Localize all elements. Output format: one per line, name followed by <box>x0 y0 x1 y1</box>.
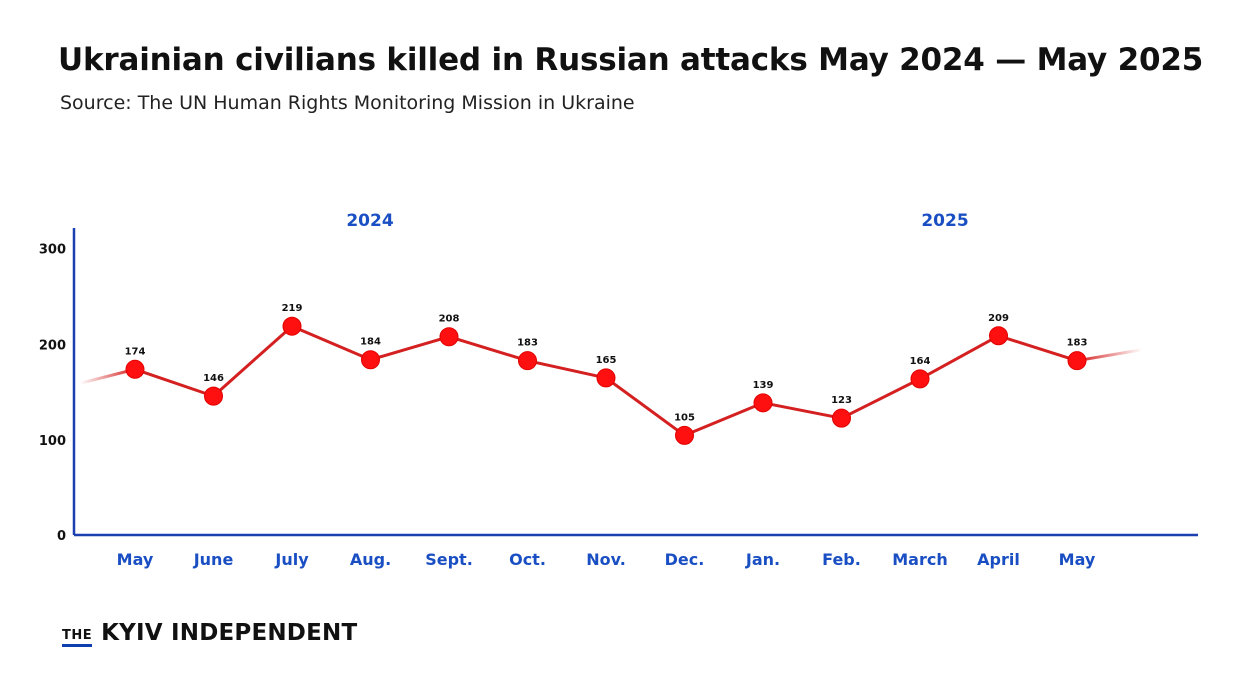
series-line-fade-end <box>1076 348 1143 363</box>
data-point <box>204 386 223 406</box>
axes <box>72 228 1198 548</box>
brand-logo: THE KYIV INDEPENDENT <box>62 618 358 647</box>
x-tick-labels: May June July Aug. Sept. Oct. Nov. Dec. Jan. Feb.… <box>117 550 1096 569</box>
data-label: 219 <box>282 303 303 314</box>
x-tick-label: May <box>117 550 154 569</box>
year-label: 2025 <box>921 211 968 231</box>
data-label: 139 <box>753 380 774 391</box>
data-point <box>675 425 694 445</box>
x-tick-label: March <box>892 550 947 569</box>
data-point <box>125 359 145 379</box>
data-point <box>596 368 616 388</box>
brand-the: THE <box>62 628 93 647</box>
x-tick-label: Jan. <box>745 550 780 569</box>
year-labels: 2024 2025 <box>346 211 968 231</box>
data-label: 123 <box>831 395 852 406</box>
data-labels: 174 146 219 184 208 183 165 105 139 123 164 209 183 <box>125 303 1088 423</box>
data-point <box>910 369 930 389</box>
x-tick-label: Aug. <box>350 550 391 569</box>
data-point <box>518 351 537 371</box>
data-label: 146 <box>203 373 224 384</box>
year-label: 2024 <box>346 211 393 231</box>
x-tick-label: May <box>1059 550 1096 569</box>
data-label: 164 <box>910 356 931 367</box>
y-tick-label: 300 <box>39 243 66 258</box>
x-tick-label: June <box>193 550 234 569</box>
y-tick-label: 0 <box>57 529 66 544</box>
data-label: 183 <box>1067 338 1088 349</box>
x-tick-label: Feb. <box>822 550 861 569</box>
data-label: 183 <box>517 338 538 349</box>
y-tick-label: 100 <box>39 434 66 449</box>
data-point <box>753 393 773 413</box>
data-point <box>282 316 302 336</box>
x-tick-label: Nov. <box>586 550 626 569</box>
x-tick-label: July <box>274 550 309 569</box>
x-tick-label: Sept. <box>425 550 473 569</box>
data-point <box>1067 351 1087 371</box>
data-label: 208 <box>439 314 460 325</box>
x-tick-label: Dec. <box>665 550 705 569</box>
data-point <box>989 326 1008 346</box>
brand-name: KYIV INDEPENDENT <box>101 620 358 646</box>
data-label: 165 <box>596 355 617 366</box>
data-points <box>125 316 1087 445</box>
data-label: 184 <box>360 337 381 348</box>
data-point <box>361 350 380 370</box>
data-label: 105 <box>674 412 695 423</box>
y-tick-label: 200 <box>39 338 66 353</box>
chart-subtitle: Source: The UN Human Rights Monitoring M… <box>60 92 635 114</box>
y-tick-labels: 0 100 200 300 <box>39 243 66 544</box>
data-label: 174 <box>125 346 146 357</box>
x-tick-label: Oct. <box>509 550 546 569</box>
chart-title: Ukrainian civilians killed in Russian at… <box>58 42 1204 78</box>
data-label: 209 <box>988 313 1009 324</box>
data-point <box>439 327 459 347</box>
data-point <box>832 408 851 428</box>
x-tick-label: April <box>977 550 1020 569</box>
